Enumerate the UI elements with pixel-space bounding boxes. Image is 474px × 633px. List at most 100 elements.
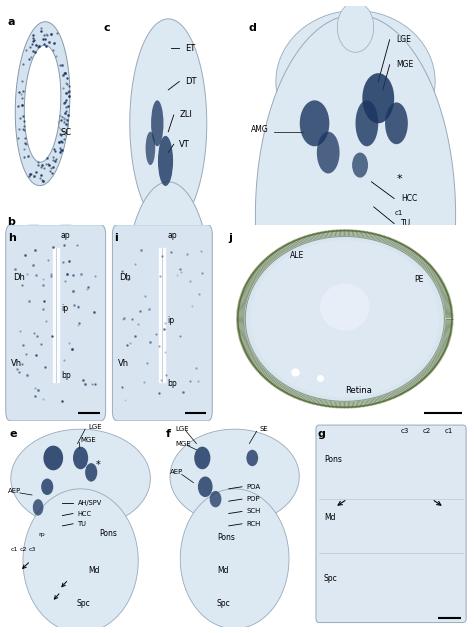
Text: rp: rp: [38, 532, 45, 537]
Text: Vh: Vh: [118, 359, 128, 368]
Text: ET: ET: [185, 44, 195, 53]
Ellipse shape: [300, 101, 329, 146]
Text: TU: TU: [78, 521, 87, 527]
Text: c1: c1: [394, 210, 402, 216]
Text: Spc: Spc: [217, 599, 231, 608]
Text: ATG: ATG: [52, 258, 67, 266]
Text: Pons: Pons: [163, 350, 183, 360]
Text: c2: c2: [378, 227, 386, 233]
Text: VT: VT: [179, 140, 190, 149]
Text: e: e: [9, 429, 17, 439]
Polygon shape: [24, 332, 37, 351]
Text: HCC: HCC: [401, 194, 417, 203]
FancyBboxPatch shape: [112, 225, 212, 421]
Text: f: f: [165, 429, 171, 439]
Text: a: a: [8, 17, 15, 27]
Text: POA: POA: [246, 484, 261, 490]
Text: c: c: [104, 23, 110, 33]
Ellipse shape: [317, 132, 339, 173]
Ellipse shape: [210, 491, 221, 508]
Text: c1: c1: [444, 429, 453, 434]
Polygon shape: [25, 310, 37, 330]
Text: MGE: MGE: [81, 437, 96, 442]
Polygon shape: [62, 289, 74, 309]
Text: DT: DT: [185, 77, 196, 86]
Text: Spc: Spc: [76, 599, 90, 608]
Text: ap: ap: [167, 232, 177, 241]
Ellipse shape: [85, 463, 97, 482]
Polygon shape: [27, 246, 38, 266]
Text: PT: PT: [52, 228, 61, 237]
FancyBboxPatch shape: [6, 225, 106, 421]
Text: IC: IC: [28, 387, 36, 396]
Polygon shape: [26, 289, 38, 309]
Ellipse shape: [44, 446, 63, 470]
Text: i: i: [114, 232, 118, 242]
Text: AMG: AMG: [251, 125, 269, 134]
Text: AEP: AEP: [170, 470, 183, 475]
Polygon shape: [15, 22, 70, 185]
Polygon shape: [170, 429, 299, 523]
Ellipse shape: [151, 101, 164, 146]
Text: Dh: Dh: [119, 273, 131, 282]
Text: h: h: [8, 232, 16, 242]
Polygon shape: [255, 15, 456, 416]
Ellipse shape: [356, 101, 378, 146]
Text: RCH: RCH: [246, 521, 261, 527]
Polygon shape: [27, 268, 38, 287]
Text: d: d: [248, 23, 256, 33]
Polygon shape: [23, 489, 138, 633]
Text: CB: CB: [113, 300, 125, 309]
Ellipse shape: [73, 447, 88, 469]
FancyBboxPatch shape: [316, 425, 466, 623]
Text: Spc: Spc: [324, 574, 337, 584]
Text: b: b: [8, 217, 15, 227]
Text: c3: c3: [401, 429, 409, 434]
Text: Pons: Pons: [217, 533, 235, 542]
Text: LGE: LGE: [396, 35, 411, 44]
Text: bp: bp: [61, 371, 71, 380]
Polygon shape: [61, 225, 72, 245]
Text: g: g: [318, 429, 326, 439]
Text: MGE: MGE: [396, 60, 414, 70]
Polygon shape: [61, 246, 72, 266]
Ellipse shape: [352, 153, 368, 178]
Polygon shape: [22, 374, 36, 394]
Polygon shape: [11, 429, 150, 528]
Polygon shape: [238, 230, 452, 407]
Polygon shape: [61, 268, 73, 287]
Text: AH/SPV: AH/SPV: [78, 500, 102, 506]
Polygon shape: [62, 310, 75, 330]
Ellipse shape: [33, 499, 44, 515]
Text: PE: PE: [414, 275, 424, 284]
Polygon shape: [180, 489, 289, 629]
Polygon shape: [302, 268, 387, 346]
Polygon shape: [63, 332, 76, 351]
Ellipse shape: [156, 315, 167, 349]
Text: Vh: Vh: [11, 359, 22, 368]
Polygon shape: [130, 19, 207, 228]
Polygon shape: [276, 11, 435, 153]
Text: *: *: [96, 460, 100, 470]
Polygon shape: [159, 248, 165, 382]
Text: LGE: LGE: [88, 424, 102, 430]
Ellipse shape: [145, 284, 164, 330]
Text: *: *: [396, 174, 402, 184]
Ellipse shape: [41, 479, 53, 495]
Ellipse shape: [194, 447, 210, 469]
Polygon shape: [124, 182, 212, 416]
Polygon shape: [53, 248, 59, 382]
Ellipse shape: [129, 267, 147, 313]
Text: bp: bp: [167, 379, 177, 387]
Text: c1: c1: [11, 546, 18, 551]
Text: Pons: Pons: [299, 234, 319, 242]
Text: SCH: SCH: [246, 508, 261, 515]
Polygon shape: [64, 374, 78, 394]
Text: SC: SC: [61, 128, 72, 137]
Text: Md: Md: [324, 513, 335, 522]
Text: ZLI: ZLI: [179, 110, 192, 120]
Text: LGE: LGE: [176, 426, 190, 432]
Text: POP: POP: [246, 496, 260, 502]
Text: HCC: HCC: [78, 511, 91, 517]
Text: ip: ip: [167, 316, 174, 325]
